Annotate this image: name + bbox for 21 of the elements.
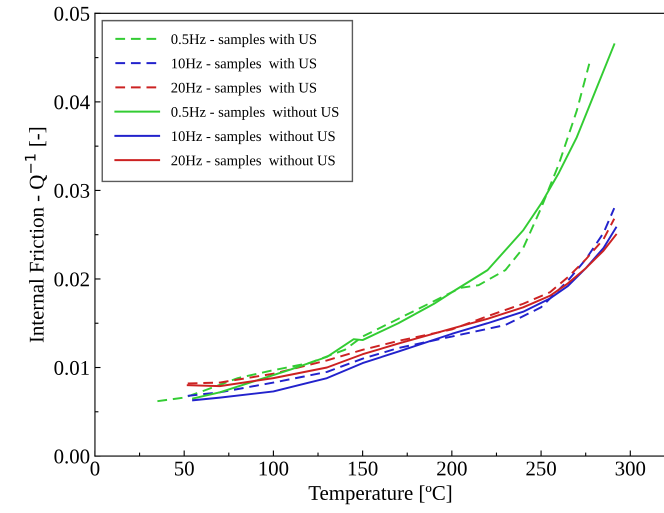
legend-label: 20Hz - samples without US [171,155,335,168]
x-tick-label: 250 [526,462,556,476]
y-axis-title: Internal Friction - Q$^{−1}$ [-] [24,128,47,342]
legend-label: 10Hz - samples with US [172,58,316,72]
y-tick-label: 0.04 [54,95,90,110]
x-tick-label: 200 [437,462,467,476]
x-axis-title: Temperature [ºC] [308,485,452,504]
y-tick-label: 0.00 [54,449,90,464]
y-tick-label: 0.02 [54,272,89,286]
legend-label: 10Hz - samples without US [172,130,335,144]
x-tick-label: 100 [260,462,288,476]
legend-label: 20Hz - samples with US [171,82,316,96]
y-tick-label: 0.03 [54,184,90,198]
x-tick-label: 0 [90,462,100,476]
x-tick-label: 300 [616,462,646,476]
x-tick-label: 150 [348,462,378,476]
y-tick-label: 0.01 [54,360,89,376]
legend-label: 0.5Hz - samples with US [171,34,316,48]
legend-label: 0.5Hz - samples without US [171,106,338,120]
x-tick-label: 50 [174,462,194,476]
y-tick-label: 0.05 [54,6,90,21]
